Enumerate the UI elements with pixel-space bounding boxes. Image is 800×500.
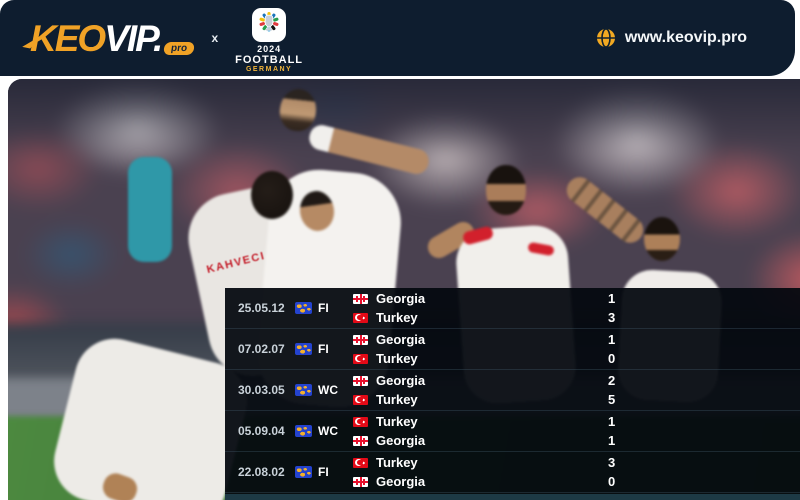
world-map-icon — [295, 302, 312, 314]
georgia-flag-icon — [353, 375, 368, 386]
euro-year-label: 2024 — [257, 44, 282, 54]
website-link[interactable]: www.keovip.pro — [596, 28, 747, 48]
teams-cell: Turkey 3 Georgia 0 — [353, 455, 800, 489]
match-date: 05.09.04 — [238, 424, 285, 438]
website-url-text: www.keovip.pro — [624, 29, 747, 46]
team-name: Turkey — [376, 351, 418, 366]
h2h-row: 25.05.12 FI Georgia 1 Turkey 3 — [225, 288, 800, 329]
competition-cell: FI — [295, 301, 353, 315]
georgia-flag-icon — [353, 435, 368, 446]
team-name: Georgia — [376, 433, 426, 448]
tattooed-arm — [561, 172, 649, 248]
team-name: Turkey — [376, 392, 418, 407]
competition-cell: WC — [295, 383, 353, 397]
team-line: Turkey 0 — [353, 351, 800, 366]
team-name: Georgia — [376, 332, 426, 347]
competition-label: WC — [318, 424, 338, 438]
match-date: 07.02.07 — [238, 342, 285, 356]
team-name: Georgia — [376, 373, 426, 388]
logo-vip-text: VIP. — [104, 17, 163, 59]
competition-label: FI — [318, 301, 329, 315]
player-head-top — [277, 87, 319, 133]
turkey-flag-icon — [353, 312, 368, 323]
player-head-back — [251, 171, 293, 219]
players-group — [8, 79, 800, 500]
competition-label: WC — [318, 383, 338, 397]
team-score: 1 — [608, 414, 616, 429]
team-score: 1 — [608, 332, 616, 347]
header-bar: KEO VIP. pro x — [0, 0, 795, 76]
turkey-flag-icon — [353, 394, 368, 405]
turkey-flag-icon — [353, 457, 368, 468]
georgia-flag-icon — [353, 334, 368, 345]
player-head-right — [486, 165, 526, 215]
player-head-far-right — [644, 217, 680, 261]
team-score: 0 — [608, 474, 616, 489]
teams-cell: Georgia 2 Turkey 5 — [353, 373, 800, 407]
world-map-icon — [295, 425, 312, 437]
separator-x: x — [211, 31, 219, 45]
team-name: Georgia — [376, 474, 426, 489]
match-date: 30.03.05 — [238, 383, 285, 397]
world-map-icon — [295, 343, 312, 355]
team-score: 5 — [608, 392, 616, 407]
team-line: Georgia 1 — [353, 332, 800, 347]
team-line: Turkey 3 — [353, 455, 800, 470]
georgia-flag-icon — [353, 476, 368, 487]
h2h-table: 25.05.12 FI Georgia 1 Turkey 3 07.02.07 … — [225, 288, 800, 500]
competition-cell: FI — [295, 342, 353, 356]
georgia-flag-icon — [353, 293, 368, 304]
team-score: 1 — [608, 433, 616, 448]
logo-pro-badge: pro — [163, 41, 196, 55]
turkey-flag-icon — [353, 416, 368, 427]
team-line: Georgia 1 — [353, 433, 800, 448]
euro-2024-logo: 2024 FOOTBALL GERMANY — [235, 3, 303, 73]
competition-label: FI — [318, 465, 329, 479]
competition-cell: FI — [295, 465, 353, 479]
team-line: Turkey 3 — [353, 310, 800, 325]
player-arm-raised — [306, 122, 432, 177]
h2h-row: 07.02.07 FI Georgia 1 Turkey 0 — [225, 329, 800, 370]
teams-cell: Georgia 1 Turkey 0 — [353, 332, 800, 366]
team-line: Turkey 1 — [353, 414, 800, 429]
competition-label: FI — [318, 342, 329, 356]
team-name: Turkey — [376, 414, 418, 429]
match-date: 25.05.12 — [238, 301, 285, 315]
team-score: 1 — [608, 291, 616, 306]
keovip-logo: KEO VIP. pro — [30, 17, 196, 59]
teams-cell: Georgia 1 Turkey 3 — [353, 291, 800, 325]
euro-title-label: FOOTBALL — [235, 54, 304, 66]
turkey-flag-icon — [353, 353, 368, 364]
world-map-icon — [295, 466, 312, 478]
match-date: 22.08.02 — [238, 465, 285, 479]
euro-country-label: GERMANY — [245, 66, 293, 73]
table-footer-strip — [225, 494, 800, 500]
team-name: Turkey — [376, 455, 418, 470]
h2h-row: 22.08.02 FI Turkey 3 Georgia 0 — [225, 452, 800, 493]
h2h-row: 05.09.04 WC Turkey 1 Georgia 1 — [225, 411, 800, 452]
competition-cell: WC — [295, 424, 353, 438]
teams-cell: Turkey 1 Georgia 1 — [353, 414, 800, 448]
team-score: 3 — [608, 310, 616, 325]
team-line: Georgia 2 — [353, 373, 800, 388]
h2h-rows: 25.05.12 FI Georgia 1 Turkey 3 07.02.07 … — [225, 288, 800, 493]
team-score: 3 — [608, 455, 616, 470]
team-line: Turkey 5 — [353, 392, 800, 407]
team-score: 0 — [608, 351, 616, 366]
steward-figure — [128, 157, 172, 262]
team-line: Georgia 0 — [353, 474, 800, 489]
team-name: Georgia — [376, 291, 426, 306]
globe-icon — [596, 28, 616, 48]
team-score: 2 — [608, 373, 616, 388]
logo-keo-text: KEO — [30, 17, 106, 59]
team-name: Turkey — [376, 310, 418, 325]
team-line: Georgia 1 — [353, 291, 800, 306]
euro-trophy-icon — [252, 8, 287, 42]
header-left-group: KEO VIP. pro x — [30, 0, 303, 76]
world-map-icon — [295, 384, 312, 396]
h2h-row: 30.03.05 WC Georgia 2 Turkey 5 — [225, 370, 800, 411]
